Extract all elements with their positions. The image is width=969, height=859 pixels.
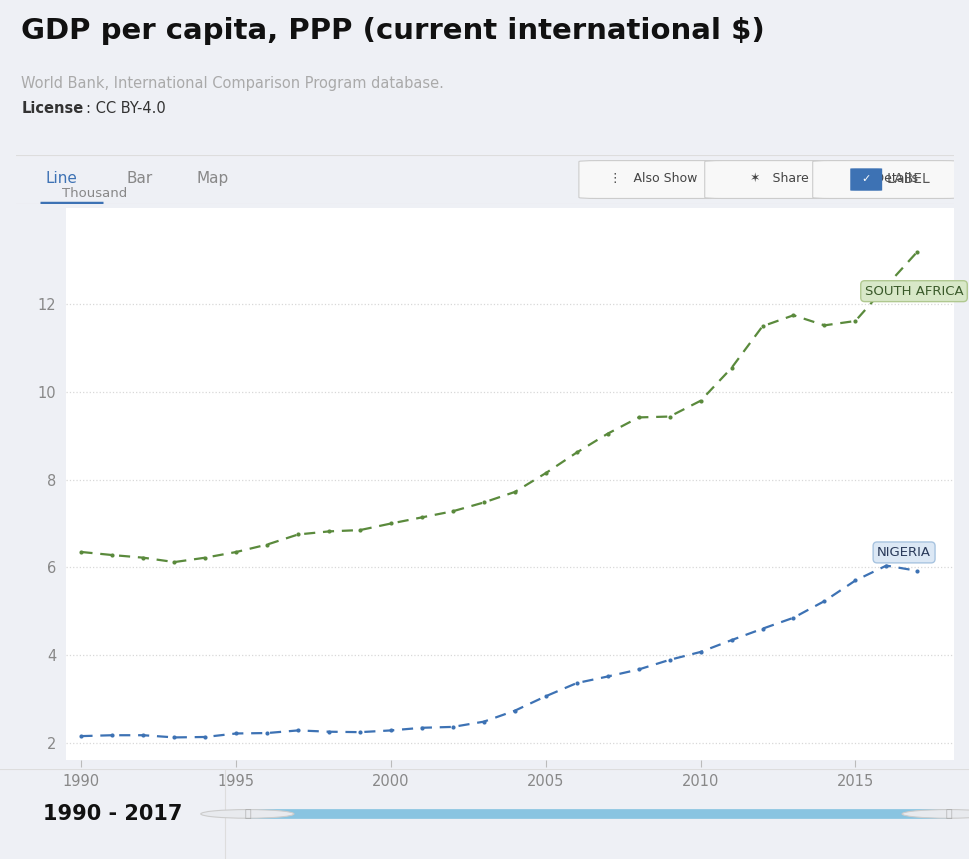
Text: NIGERIA: NIGERIA [876, 546, 930, 559]
Text: LABEL: LABEL [886, 172, 929, 186]
Circle shape [901, 809, 969, 819]
Text: ⏸: ⏸ [945, 809, 951, 819]
FancyBboxPatch shape [578, 161, 727, 198]
FancyBboxPatch shape [812, 161, 960, 198]
Circle shape [201, 809, 294, 819]
Text: SOUTH AFRICA: SOUTH AFRICA [863, 284, 962, 298]
Text: ⏸: ⏸ [244, 809, 250, 819]
Text: ⓘ   Details: ⓘ Details [855, 172, 918, 185]
Text: Map: Map [197, 171, 229, 186]
Text: Bar: Bar [126, 171, 152, 186]
Text: GDP per capita, PPP (current international $): GDP per capita, PPP (current internation… [21, 17, 765, 46]
FancyBboxPatch shape [704, 161, 852, 198]
Text: World Bank, International Comparison Program database.: World Bank, International Comparison Pro… [21, 76, 444, 90]
Text: License: License [21, 101, 83, 116]
Text: Line: Line [46, 171, 78, 186]
FancyBboxPatch shape [850, 168, 881, 191]
Text: Thousand: Thousand [61, 186, 127, 199]
Text: ✶   Share: ✶ Share [749, 172, 807, 185]
Text: ⋮   Also Show: ⋮ Also Show [609, 172, 697, 185]
Text: 1990 - 2017: 1990 - 2017 [43, 804, 182, 824]
Text: : CC BY-4.0: : CC BY-4.0 [86, 101, 166, 116]
Text: ✓: ✓ [860, 174, 870, 184]
